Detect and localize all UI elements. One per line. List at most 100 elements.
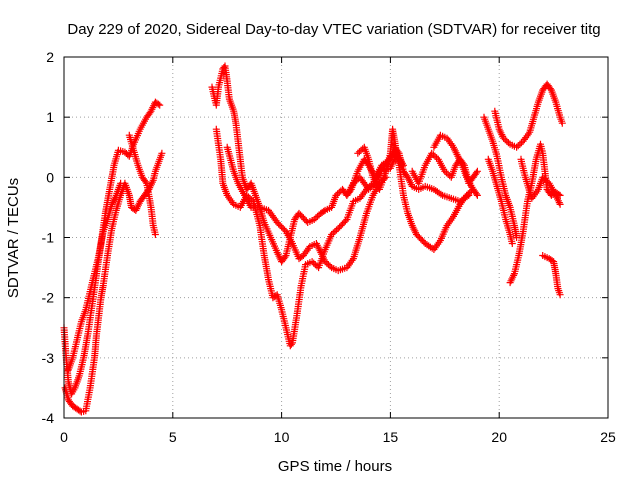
y-tick-label: -1 bbox=[42, 230, 55, 246]
data-point bbox=[276, 222, 284, 229]
data-point bbox=[366, 184, 374, 192]
data-point bbox=[503, 137, 511, 145]
data-point bbox=[312, 214, 320, 222]
x-tick-label: 25 bbox=[600, 429, 616, 445]
data-point bbox=[464, 190, 472, 198]
series-track-5 bbox=[208, 62, 473, 266]
data-point bbox=[556, 291, 564, 299]
data-point bbox=[357, 146, 365, 154]
data-point bbox=[328, 231, 336, 238]
data-point bbox=[158, 149, 166, 157]
data-point bbox=[513, 143, 521, 151]
data-point bbox=[400, 161, 407, 169]
data-point bbox=[370, 181, 377, 189]
data-point bbox=[463, 191, 471, 199]
series-track-4 bbox=[125, 131, 159, 238]
data-point bbox=[442, 169, 450, 177]
series-track-1 bbox=[60, 98, 164, 398]
data-point bbox=[368, 182, 376, 190]
data-point bbox=[310, 259, 318, 267]
data-point bbox=[437, 190, 445, 198]
data-point bbox=[504, 139, 512, 147]
data-point bbox=[514, 142, 522, 150]
series-track-2 bbox=[61, 149, 166, 416]
data-point bbox=[354, 149, 362, 157]
data-point bbox=[355, 148, 363, 156]
series-track-13 bbox=[484, 155, 516, 247]
y-tick-label: 2 bbox=[46, 49, 54, 65]
data-point bbox=[556, 200, 564, 208]
data-point bbox=[351, 178, 359, 186]
data-point bbox=[156, 101, 164, 109]
y-tick-label: -2 bbox=[42, 290, 55, 306]
data-point bbox=[314, 212, 321, 220]
series-track-12 bbox=[491, 80, 566, 151]
data-point bbox=[311, 261, 319, 269]
data-point bbox=[428, 149, 436, 157]
chart-title: Day 229 of 2020, Sidereal Day-to-day VTE… bbox=[67, 21, 600, 38]
series-track-3 bbox=[64, 179, 125, 374]
data-point bbox=[508, 240, 516, 247]
data-points bbox=[60, 62, 566, 416]
data-point bbox=[544, 178, 552, 186]
series-track-7 bbox=[223, 143, 390, 275]
data-point bbox=[472, 190, 480, 198]
data-point bbox=[429, 151, 437, 159]
data-point bbox=[308, 258, 316, 266]
data-point bbox=[333, 226, 340, 234]
data-point bbox=[472, 169, 480, 177]
x-tick-label: 10 bbox=[274, 429, 290, 445]
x-tick-label: 20 bbox=[491, 429, 507, 445]
x-axis-label: GPS time / hours bbox=[278, 458, 392, 475]
data-point bbox=[332, 191, 340, 199]
data-point bbox=[501, 136, 509, 144]
series-track-14 bbox=[506, 140, 564, 287]
data-point bbox=[542, 176, 550, 184]
data-point bbox=[539, 173, 547, 181]
y-tick-label: -3 bbox=[42, 350, 55, 366]
data-point bbox=[329, 229, 337, 237]
data-point bbox=[321, 258, 329, 266]
data-point bbox=[516, 140, 524, 148]
data-point bbox=[341, 217, 349, 225]
y-axis-label: SDTVAR / TECUs bbox=[5, 178, 22, 298]
data-point bbox=[323, 259, 331, 267]
data-point bbox=[310, 216, 318, 223]
data-point bbox=[500, 134, 508, 142]
data-point bbox=[142, 178, 150, 186]
data-point bbox=[334, 190, 342, 198]
data-point bbox=[473, 191, 481, 199]
data-point bbox=[326, 262, 334, 270]
data-point bbox=[151, 231, 159, 238]
x-tick-label: 0 bbox=[60, 429, 68, 445]
data-point bbox=[281, 253, 289, 261]
data-point bbox=[431, 152, 439, 160]
y-tick-label: -4 bbox=[42, 410, 55, 426]
data-point bbox=[349, 179, 357, 187]
x-tick-label: 5 bbox=[169, 429, 177, 445]
data-point bbox=[558, 119, 566, 127]
data-point bbox=[365, 185, 373, 193]
grid-lines bbox=[64, 57, 608, 418]
series-track-11 bbox=[480, 113, 521, 241]
y-tick-label: 0 bbox=[46, 169, 54, 185]
data-point bbox=[324, 261, 332, 269]
data-point bbox=[540, 175, 548, 183]
data-point bbox=[154, 100, 162, 108]
data-point bbox=[287, 340, 295, 348]
y-tick-label: 1 bbox=[46, 109, 54, 125]
data-point bbox=[117, 179, 125, 187]
plot-frame bbox=[63, 56, 609, 419]
data-point bbox=[473, 167, 481, 175]
data-point bbox=[441, 167, 449, 175]
data-point bbox=[444, 170, 452, 178]
data-point bbox=[331, 228, 339, 235]
series-track-16 bbox=[539, 252, 564, 299]
data-point bbox=[320, 207, 328, 215]
x-tick-label: 15 bbox=[383, 429, 399, 445]
series-track-10 bbox=[430, 131, 481, 199]
series-track-17 bbox=[343, 149, 407, 199]
series-track-15 bbox=[517, 155, 564, 208]
